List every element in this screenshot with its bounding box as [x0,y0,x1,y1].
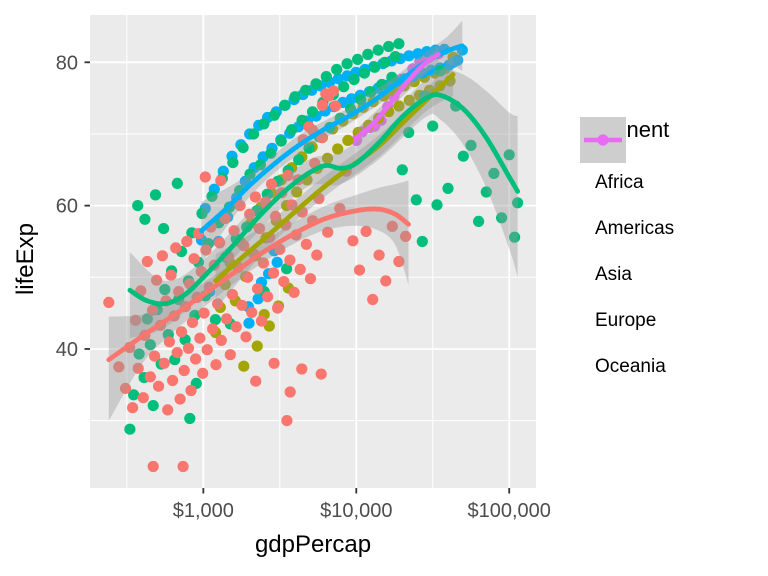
legend-item-oceania: Oceania [580,117,674,390]
smooth-lines [106,43,520,363]
x-axis-title: gdpPercap [254,531,372,558]
legend-key-oceania [580,117,626,163]
legend-label-africa: Africa [595,172,644,193]
y-axis-title: lifeExp [12,222,39,296]
legend-keys: Africa Americas Asia Europe Oceania [580,117,675,390]
svg-text:$100,000: $100,000 [467,500,550,522]
svg-text:80: 80 [56,52,78,74]
legend: continent AfricaAmericasAsiaEuropeOceani… [580,117,674,390]
legend-item-europe: Europe [580,117,674,344]
legend-label-europe: Europe [595,310,657,331]
legend-item-asia: Asia [580,117,674,298]
y-tick-labels: 40 60 80 [56,52,78,361]
legend-label-asia: Asia [595,264,632,285]
svg-text:$10,000: $10,000 [320,500,392,522]
x-tick-marks [202,488,511,494]
x-tick-labels: $1,000 $10,000 $100,000 [173,500,551,522]
legend-item-africa: Africa [580,117,674,206]
svg-text:60: 60 [56,196,78,218]
svg-text:$1,000: $1,000 [173,500,234,522]
legend-label-oceania: Oceania [595,356,666,377]
legend-label-americas: Americas [595,218,675,239]
y-tick-marks [84,61,90,350]
legend-item-americas: Americas [580,117,675,252]
svg-text:40: 40 [56,339,78,361]
